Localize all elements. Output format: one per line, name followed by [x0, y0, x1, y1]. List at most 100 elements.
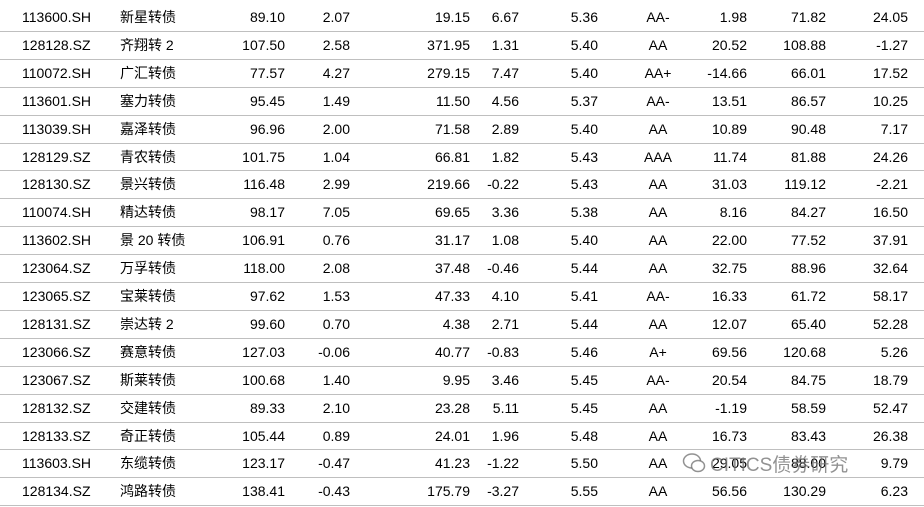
cell-value: 4.27	[322, 64, 350, 81]
cell-value: 58.17	[872, 288, 908, 304]
cell-value: 7.05	[322, 204, 350, 221]
cell-value: 5.55	[570, 483, 598, 500]
wechat-icon	[682, 453, 706, 473]
cell-value: AA+	[644, 64, 672, 81]
cell-value: 71.58	[434, 120, 470, 137]
row-divider	[0, 86, 924, 88]
bond-code: 128134.SZ	[22, 483, 91, 500]
cell-value: 107.50	[242, 36, 285, 53]
cell-value: 52.28	[872, 315, 908, 332]
row-divider	[0, 142, 924, 144]
cell-value: 1.98	[719, 9, 747, 25]
row-divider	[0, 365, 924, 367]
cell-value: 20.54	[711, 371, 747, 388]
cell-value: 5.48	[570, 427, 598, 444]
bond-code: 128133.SZ	[22, 427, 91, 444]
cell-value: 9.95	[442, 371, 470, 388]
cell-value: 41.23	[434, 455, 470, 472]
cell-value: 0.76	[322, 232, 350, 249]
cell-value: 32.75	[711, 260, 747, 277]
cell-value: 5.40	[570, 64, 598, 81]
cell-value: AA-	[646, 288, 670, 304]
cell-value: 16.33	[711, 288, 747, 304]
cell-value: 81.88	[790, 148, 826, 165]
cell-value: 5.46	[570, 343, 598, 360]
cell-value: 77.57	[249, 64, 285, 81]
bond-code: 128129.SZ	[22, 148, 91, 165]
cell-value: 130.29	[783, 483, 826, 500]
cell-value: 279.15	[427, 64, 470, 81]
cell-value: 22.00	[711, 232, 747, 249]
cell-value: 88.00	[790, 455, 826, 472]
cell-value: 96.96	[249, 120, 285, 137]
row-divider	[0, 421, 924, 423]
cell-value: 5.45	[570, 371, 598, 388]
cell-value: 16.73	[711, 427, 747, 444]
cell-value: 89.10	[249, 9, 285, 25]
cell-value: 3.36	[491, 204, 519, 221]
cell-value: 23.28	[434, 399, 470, 416]
cell-value: 116.48	[243, 176, 285, 193]
cell-value: AA	[648, 455, 668, 472]
bond-name: 塞力转债	[120, 92, 176, 109]
cell-value: 2.99	[322, 176, 350, 193]
cell-value: 219.66	[427, 176, 470, 193]
bond-name: 崇达转 2	[120, 315, 174, 332]
cell-value: 1.49	[322, 92, 350, 109]
cell-value: 52.47	[872, 399, 908, 416]
row-divider	[0, 198, 924, 200]
bond-code: 128132.SZ	[22, 399, 91, 416]
bond-name: 景兴转债	[120, 176, 176, 193]
cell-value: -14.66	[707, 64, 747, 81]
bond-code: 113603.SH	[22, 455, 92, 472]
cell-value: 1.82	[491, 148, 519, 165]
cell-value: -1.27	[876, 36, 908, 53]
row-divider	[0, 30, 924, 32]
cell-value: 77.52	[790, 232, 826, 249]
bond-code: 123064.SZ	[22, 260, 91, 277]
bond-code: 123067.SZ	[22, 371, 91, 388]
cell-value: 0.89	[322, 427, 350, 444]
bond-name: 奇正转债	[120, 427, 176, 444]
cell-value: -0.06	[318, 343, 350, 360]
bond-code: 128131.SZ	[22, 315, 91, 332]
cell-value: 4.38	[442, 315, 470, 332]
cell-value: -2.21	[876, 176, 908, 193]
cell-value: 0.70	[322, 315, 350, 332]
bond-name: 斯莱转债	[120, 371, 176, 388]
cell-value: 1.96	[491, 427, 519, 444]
row-divider	[0, 58, 924, 60]
cell-value: -0.22	[487, 176, 519, 193]
cell-value: A+	[649, 343, 667, 360]
cell-value: AA	[648, 399, 668, 416]
cell-value: 1.53	[322, 288, 350, 304]
cell-value: AA	[648, 204, 668, 221]
cell-value: 2.08	[322, 260, 350, 277]
cell-value: 69.65	[434, 204, 470, 221]
cell-value: AA	[648, 36, 668, 53]
cell-value: 3.46	[491, 371, 519, 388]
cell-value: 17.52	[872, 64, 908, 81]
cell-value: 1.31	[491, 36, 519, 53]
cell-value: AA	[648, 483, 668, 500]
cell-value: 26.38	[872, 427, 908, 444]
cell-value: 5.45	[570, 399, 598, 416]
cell-value: 98.17	[249, 204, 285, 221]
cell-value: 5.36	[570, 9, 598, 25]
cell-value: 24.26	[872, 148, 908, 165]
cell-value: 5.43	[570, 176, 598, 193]
row-divider	[0, 505, 924, 507]
cell-value: 37.91	[872, 232, 908, 249]
cell-value: AA	[648, 120, 668, 137]
cell-value: 5.50	[570, 455, 598, 472]
cell-value: 71.82	[790, 9, 826, 25]
bond-name: 鸿路转债	[120, 483, 176, 500]
bond-name: 东缆转债	[120, 455, 176, 472]
bond-code: 113600.SH	[22, 9, 92, 25]
bond-code: 123065.SZ	[22, 288, 91, 304]
cell-value: 58.59	[790, 399, 826, 416]
cell-value: 13.51	[711, 92, 747, 109]
bond-name: 精达转债	[120, 204, 176, 221]
cell-value: 4.56	[491, 92, 519, 109]
